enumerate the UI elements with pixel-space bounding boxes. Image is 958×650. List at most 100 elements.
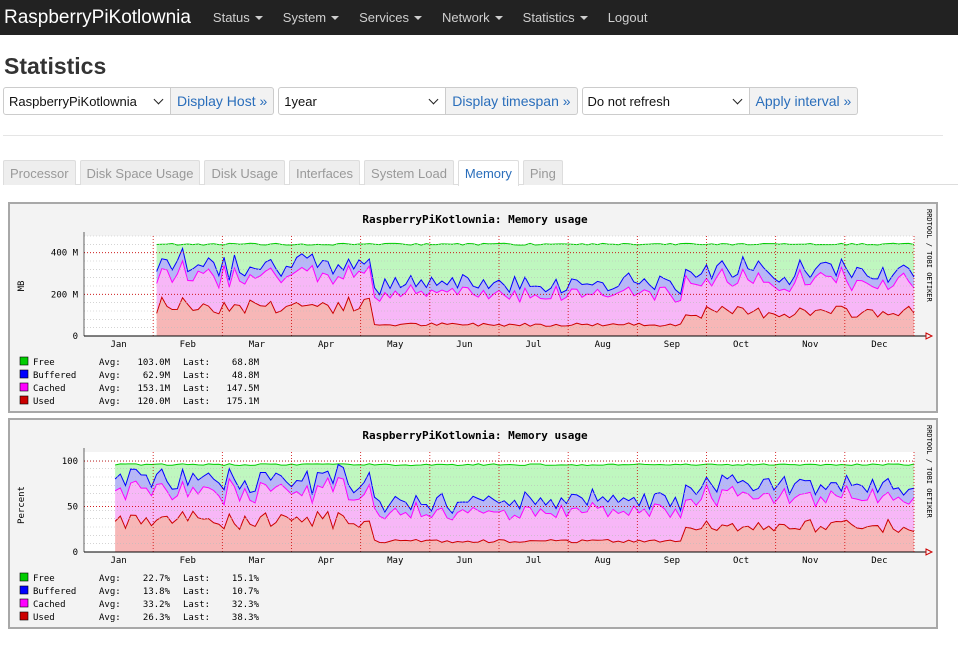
legend-avg-label: Avg:: [99, 397, 121, 407]
tab-interfaces[interactable]: Interfaces: [288, 160, 361, 185]
refresh-select[interactable]: Do not refresh: [581, 87, 750, 115]
nav-logout[interactable]: Logout: [608, 10, 648, 25]
x-tick-label: May: [387, 556, 404, 566]
legend-row-used: Used Avg: 26.3% Last: 38.3%: [19, 611, 260, 623]
legend-row-buffered: Buffered Avg: 13.8% Last: 10.7%: [19, 585, 260, 597]
x-tick-label: Jan: [110, 556, 126, 566]
area-free: [115, 463, 914, 514]
legend-avg-value: 153.1M: [137, 384, 170, 394]
x-tick-label: Jun: [456, 340, 472, 350]
brand-link[interactable]: RaspberryPiKotlownia: [4, 6, 191, 28]
line-free: [115, 463, 915, 467]
legend-last-label: Last:: [183, 371, 210, 381]
x-tick-label: Nov: [802, 340, 818, 350]
legend-last-value: 38.3%: [232, 613, 260, 623]
line-used: [114, 510, 915, 544]
legend-name: Cached: [33, 384, 66, 394]
legend-name: Buffered: [33, 587, 76, 597]
nav-statistics-label: Statistics: [522, 10, 575, 25]
legend-avg-value: 22.7%: [143, 574, 171, 584]
x-tick-label: Dec: [871, 556, 887, 566]
memory-graph-percent-svg: RaspberryPiKotlownia: Memory usage RRDTO…: [17, 425, 934, 623]
y-axis-label: Percent: [17, 486, 27, 524]
tab-disk-space-usage[interactable]: Disk Space Usage: [79, 160, 201, 185]
legend-last-value: 175.1M: [226, 397, 259, 407]
memory-graph-mb-svg: RaspberryPiKotlownia: Memory usage RRDTO…: [17, 209, 934, 407]
caret-down-icon: [413, 15, 422, 20]
legend-swatch: [19, 395, 29, 405]
legend-last-value: 32.3%: [232, 600, 260, 610]
x-tick-label: Sep: [664, 556, 680, 566]
tab-memory[interactable]: Memory: [457, 160, 519, 186]
statistics-controls: RaspberryPiKotlownia Display Host » 1yea…: [3, 87, 859, 115]
tab-ping[interactable]: Ping: [522, 160, 563, 185]
nav-status-label: Status: [212, 10, 250, 25]
line-buffered: [114, 463, 915, 515]
legend-name: Free: [33, 358, 55, 368]
y-tick-label: 0: [73, 548, 78, 558]
nav-network-label: Network: [441, 10, 490, 25]
legend-name: Used: [33, 613, 55, 623]
legend-name: Buffered: [33, 371, 76, 381]
legend-avg-label: Avg:: [99, 600, 121, 610]
nav-statistics[interactable]: Statistics: [523, 10, 588, 25]
legend-last-label: Last:: [183, 587, 210, 597]
y-tick-label: 50: [67, 503, 78, 513]
nav-system-label: System: [282, 10, 327, 25]
x-tick-label: May: [387, 340, 404, 350]
x-axis-arrow-icon: [925, 548, 934, 556]
x-tick-label: Mar: [249, 556, 266, 566]
legend-swatch: [19, 611, 29, 621]
y-tick-label: 400 M: [51, 249, 79, 259]
statistics-tabs: Processor Disk Space Usage Disk Usage In…: [3, 160, 958, 186]
area-used: [115, 511, 914, 552]
host-select[interactable]: RaspberryPiKotlownia: [3, 87, 171, 115]
line-used: [156, 295, 915, 327]
legend-last-label: Last:: [183, 397, 210, 407]
legend-name: Cached: [33, 600, 66, 610]
nav-network[interactable]: Network: [442, 10, 503, 25]
legend-last-value: 10.7%: [232, 587, 260, 597]
legend-row-used: Used Avg: 120.0M Last: 175.1M: [19, 395, 260, 407]
caret-down-icon: [254, 15, 263, 20]
legend-avg-label: Avg:: [99, 358, 121, 368]
legend-row-buffered: Buffered Avg: 62.9M Last: 48.8M: [19, 369, 260, 381]
legend-swatch: [19, 585, 29, 595]
legend-avg-label: Avg:: [99, 371, 121, 381]
rrdtool-credit: RRDTOOL / TOBI OETIKER: [925, 209, 933, 303]
apply-interval-button[interactable]: Apply interval »: [749, 87, 859, 115]
legend-last-value: 68.8M: [232, 358, 260, 368]
display-host-button[interactable]: Display Host »: [171, 87, 275, 115]
tab-disk-usage[interactable]: Disk Usage: [204, 160, 285, 185]
caret-down-icon: [579, 15, 588, 20]
rrdtool-credit: RRDTOOL / TOBI OETIKER: [925, 425, 933, 519]
x-tick-label: Dec: [871, 340, 887, 350]
top-navbar: RaspberryPiKotlownia Status System Servi…: [0, 0, 958, 35]
tab-processor[interactable]: Processor: [3, 160, 76, 185]
x-tick-label: Nov: [802, 556, 818, 566]
nav-status[interactable]: Status: [213, 10, 263, 25]
nav-system[interactable]: System: [282, 10, 340, 25]
tab-system-load[interactable]: System Load: [364, 160, 454, 185]
timespan-select[interactable]: 1year: [278, 87, 447, 115]
nav-services-label: Services: [359, 10, 409, 25]
display-timespan-button[interactable]: Display timespan »: [446, 87, 578, 115]
caret-down-icon: [494, 15, 503, 20]
legend-last-label: Last:: [183, 384, 210, 394]
legend-swatch: [19, 382, 29, 392]
area-cached: [156, 260, 914, 327]
caret-down-icon: [331, 15, 340, 20]
legend-last-label: Last:: [183, 574, 210, 584]
memory-graph-mb: RaspberryPiKotlownia: Memory usage RRDTO…: [8, 202, 938, 413]
legend-avg-label: Avg:: [99, 587, 121, 597]
refresh-select-value: Do not refresh: [587, 93, 670, 109]
legend-last-label: Last:: [183, 600, 210, 610]
x-tick-label: Aug: [595, 340, 611, 350]
legend-avg-label: Avg:: [99, 384, 121, 394]
line-buffered: [156, 246, 915, 296]
legend-row-cached: Cached Avg: 153.1M Last: 147.5M: [19, 382, 260, 394]
area-used: [156, 297, 914, 336]
nav-services[interactable]: Services: [359, 10, 422, 25]
legend-last-label: Last:: [183, 358, 210, 368]
legend-avg-label: Avg:: [99, 574, 121, 584]
